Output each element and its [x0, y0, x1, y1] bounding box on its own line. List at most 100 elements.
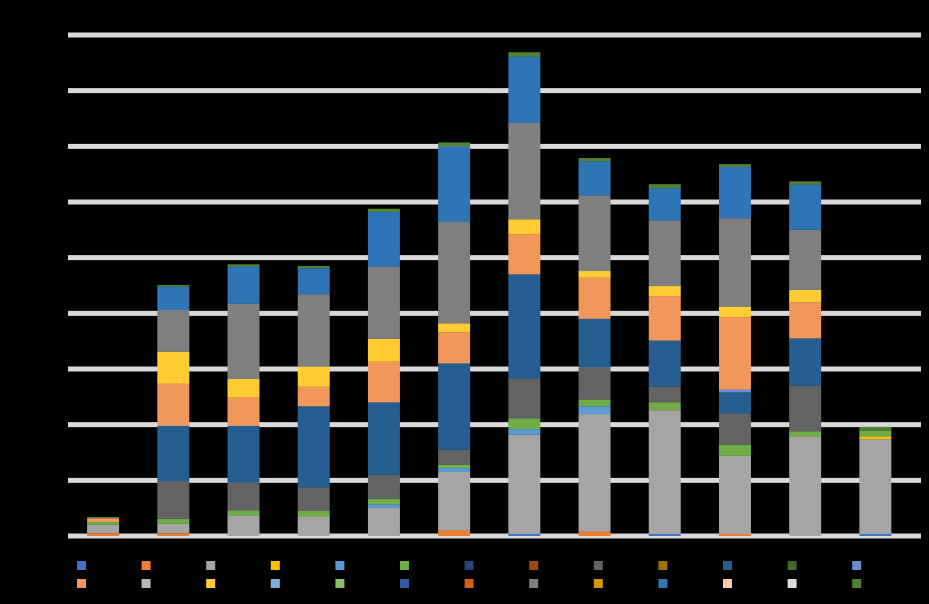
legend-swatch: [270, 561, 280, 570]
bar-segment: [297, 510, 330, 517]
bar-segment: [789, 436, 822, 536]
legend: [77, 561, 862, 588]
bar-segment: [87, 517, 120, 519]
bar-segment: [157, 383, 190, 426]
legend-swatch: [529, 561, 539, 570]
bar-segment: [508, 378, 541, 419]
bar-segment: [859, 533, 892, 536]
bar-segment: [297, 516, 330, 536]
bar-segment: [789, 338, 822, 386]
bar-segment: [367, 498, 400, 505]
legend-swatch: [206, 579, 216, 588]
bar-segment: [367, 266, 400, 339]
bar-segment: [648, 410, 681, 534]
bar-segment: [718, 444, 751, 456]
bar-segment: [227, 510, 260, 516]
bar-segment: [789, 385, 822, 432]
legend-swatch: [723, 579, 732, 588]
bar-segment: [438, 146, 471, 223]
bar-segment: [367, 507, 400, 536]
bar-segment: [227, 264, 260, 267]
bar-segment: [227, 425, 260, 483]
bar-segment: [297, 294, 330, 367]
bar-segment: [438, 449, 471, 465]
bar-segment: [157, 351, 190, 384]
bar-segment: [367, 208, 400, 213]
bar-segment: [438, 471, 471, 531]
bar-segment: [227, 379, 260, 398]
bar-segment: [508, 122, 541, 220]
bar-segment: [438, 530, 471, 536]
bar-segment: [438, 332, 471, 364]
bar-segment: [157, 309, 190, 352]
bar-segment: [438, 464, 471, 469]
legend-swatch: [141, 579, 151, 588]
bar-segment: [508, 434, 541, 534]
bar-segment: [367, 402, 400, 475]
legend-swatch: [77, 579, 86, 588]
bar-segment: [508, 533, 541, 536]
bar-segment: [508, 274, 541, 379]
bar-segment: [367, 474, 400, 499]
bar-segment: [87, 518, 120, 523]
bar-segment: [157, 523, 190, 534]
bar-segment: [227, 303, 260, 380]
bar-segment: [578, 367, 611, 400]
bar-segment: [367, 338, 400, 362]
bar-segment: [789, 302, 822, 339]
bar-segment: [438, 363, 471, 450]
legend-swatch: [658, 579, 668, 588]
bar-segment: [648, 296, 681, 341]
bar-segment: [718, 533, 751, 536]
legend-swatch: [723, 561, 732, 570]
gridlines: [68, 32, 921, 539]
legend-swatch: [593, 579, 603, 588]
legend-swatch: [464, 579, 474, 588]
bar-segment: [859, 426, 892, 431]
legend-swatch: [852, 579, 862, 588]
bar-segment: [367, 361, 400, 403]
legend-swatch: [593, 561, 603, 570]
bar-segment: [157, 481, 190, 519]
bar-segment: [859, 436, 892, 440]
bar-segment: [438, 142, 471, 147]
legend-swatch: [206, 561, 216, 570]
bar-segment: [578, 161, 611, 196]
bar-segment: [227, 515, 260, 536]
bar-segment: [508, 234, 541, 275]
bar-segment: [367, 504, 400, 508]
legend-swatch: [400, 561, 409, 570]
bar-segment: [789, 181, 822, 185]
bar-segment: [648, 188, 681, 221]
bar-segment: [227, 482, 260, 511]
legend-swatch: [464, 561, 474, 570]
bar-segment: [297, 266, 330, 269]
legend-swatch: [77, 561, 86, 570]
bar-segment: [789, 229, 822, 290]
bar-segment: [227, 266, 260, 304]
bar-segment: [718, 389, 751, 393]
bar-segment: [578, 406, 611, 415]
bar-segment: [578, 158, 611, 162]
legend-swatch: [529, 579, 539, 588]
bar-segment: [578, 271, 611, 278]
bar-segment: [578, 195, 611, 272]
bar-segment: [438, 323, 471, 333]
bar-segment: [648, 286, 681, 297]
bar-segment: [718, 164, 751, 167]
bar-segment: [157, 518, 190, 524]
bar-segment: [859, 439, 892, 534]
legend-swatch: [270, 579, 280, 588]
legend-swatch: [335, 579, 345, 588]
bar-segment: [438, 222, 471, 324]
bar-segment: [297, 487, 330, 511]
bar-segment: [87, 524, 120, 534]
bar-segment: [718, 413, 751, 445]
bar-segment: [157, 284, 190, 287]
bar-segment: [87, 522, 120, 525]
bar-segment: [859, 430, 892, 437]
bar-segment: [648, 386, 681, 403]
bar-segment: [789, 431, 822, 437]
